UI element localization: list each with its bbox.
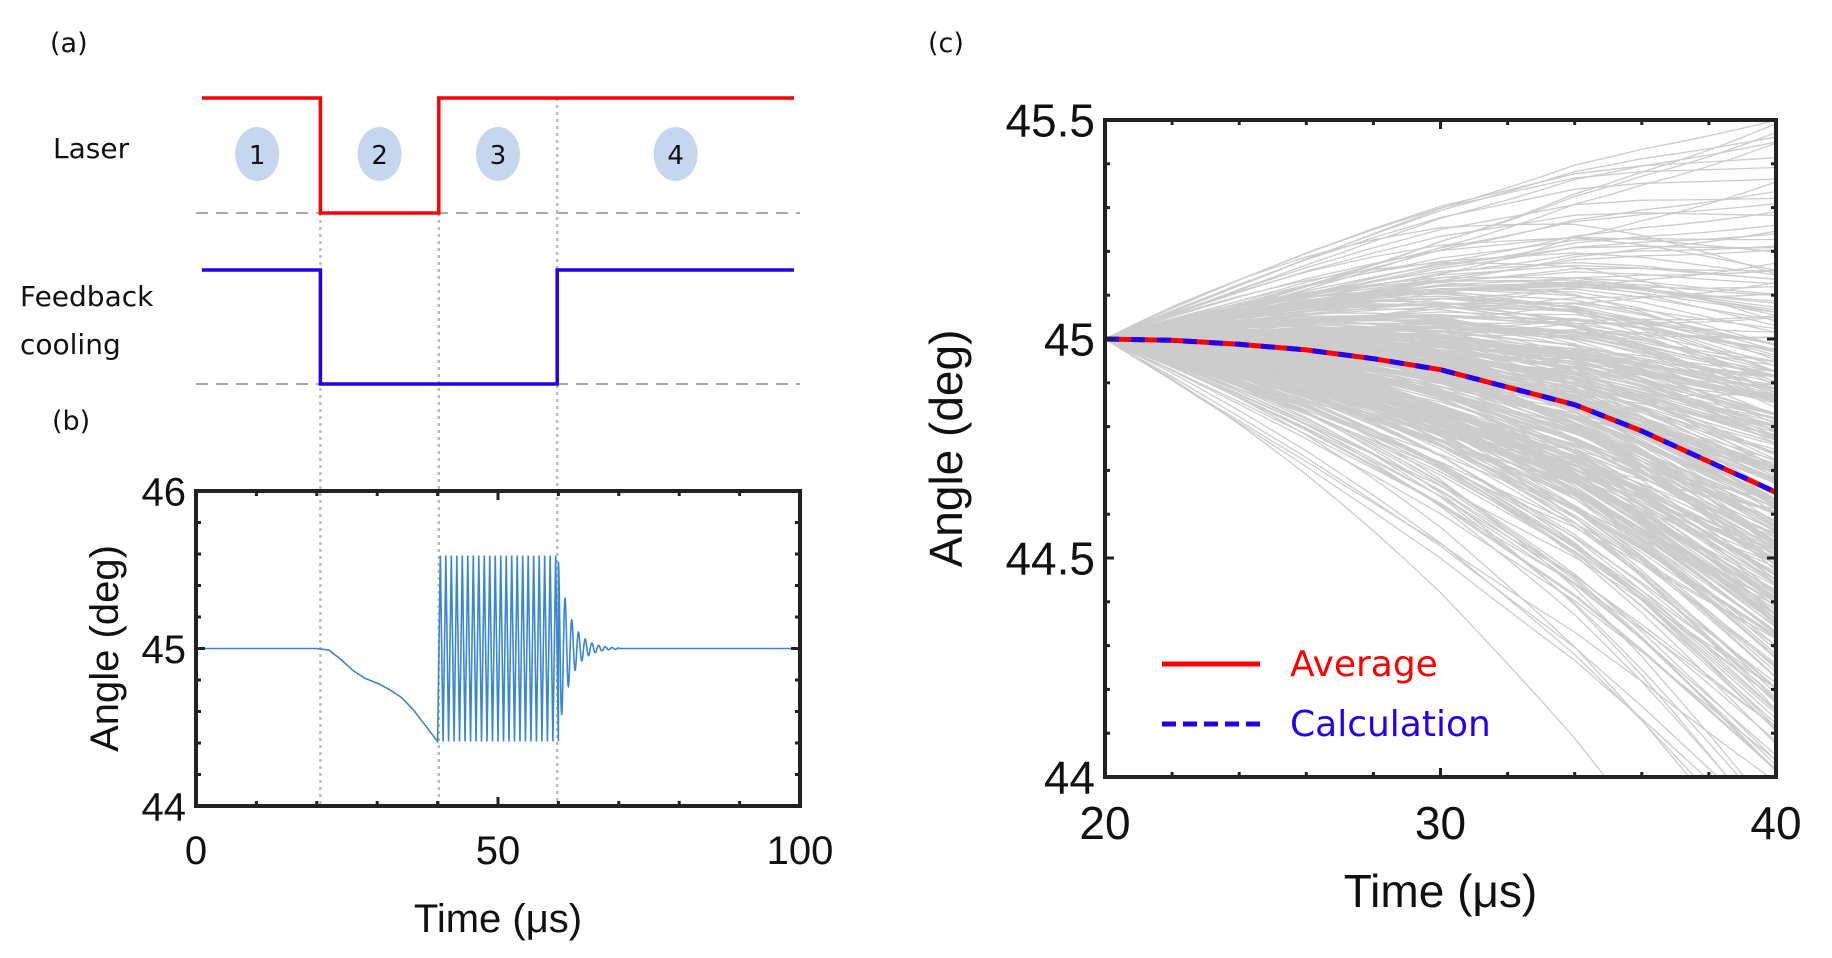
y-tick-label: 45 bbox=[142, 628, 187, 672]
trajectory-line bbox=[1105, 237, 1776, 340]
y-tick-label: 45.5 bbox=[1005, 95, 1095, 147]
phase-badge bbox=[476, 127, 520, 181]
trajectory-line bbox=[1105, 141, 1776, 340]
y-tick-label: 46 bbox=[142, 470, 187, 514]
trajectory-line bbox=[1105, 322, 1776, 377]
trajectory-line bbox=[1105, 166, 1776, 340]
trajectory-line bbox=[1105, 270, 1776, 340]
trajectory-line bbox=[1105, 338, 1776, 539]
trajectory-line bbox=[1105, 338, 1776, 502]
x-tick-label: 0 bbox=[185, 829, 207, 873]
trajectory-line bbox=[1105, 223, 1776, 340]
trajectory-line bbox=[1105, 338, 1776, 761]
trajectory-line bbox=[1105, 279, 1776, 340]
signal-line-laser bbox=[202, 96, 794, 215]
trajectory-line bbox=[1105, 338, 1776, 756]
x-axis-title: Time (μs) bbox=[414, 897, 582, 941]
signal-line-feedback-cooling bbox=[202, 268, 794, 386]
trajectory-line bbox=[1105, 285, 1776, 340]
x-tick-label: 20 bbox=[1079, 797, 1130, 849]
trajectory-line bbox=[1105, 338, 1776, 534]
phase-badge-label: 2 bbox=[371, 141, 388, 171]
trajectory-line bbox=[1105, 131, 1776, 340]
panel-label-c: (c) bbox=[928, 28, 964, 59]
trajectory-line bbox=[1105, 338, 1776, 742]
y-tick-label: 44 bbox=[142, 785, 187, 829]
trajectory-line bbox=[1105, 261, 1776, 340]
trajectory-line bbox=[1105, 331, 1776, 439]
phase-badge bbox=[653, 127, 698, 181]
trajectory-line bbox=[1105, 338, 1776, 461]
trajectory-line bbox=[1105, 338, 1776, 772]
phase-badge-label: 1 bbox=[249, 141, 266, 171]
trajectory-line bbox=[1105, 178, 1776, 340]
trajectory-line bbox=[1105, 136, 1776, 340]
signal-label: Laser bbox=[53, 132, 130, 165]
trajectory-line bbox=[1105, 237, 1776, 340]
ensemble-angle-panel: Average Calculation 20 30 40 44 44.5 45 45.5 Time… bbox=[920, 95, 1802, 917]
panel-label-a: (a) bbox=[50, 28, 88, 59]
ensemble-trajectories bbox=[1105, 120, 1776, 777]
phase-badge-label: 3 bbox=[490, 141, 507, 171]
legend: Average Calculation bbox=[1162, 644, 1491, 745]
phase-badge-label: 4 bbox=[667, 141, 684, 171]
trajectory-line bbox=[1105, 338, 1729, 777]
trajectory-line bbox=[1105, 338, 1776, 599]
trajectory-line bbox=[1105, 338, 1776, 714]
angle-vs-time-panel: 0 50 100 44 45 46 Time (μs) Angle (deg) bbox=[83, 470, 833, 941]
timing-diagram-panel: Laser Feedback cooling 1 2 3 4 bbox=[20, 96, 800, 806]
y-axis-title: Angle (deg) bbox=[83, 545, 127, 752]
x-tick-label: 50 bbox=[476, 829, 521, 873]
trajectory-line bbox=[1105, 338, 1771, 777]
trajectory-line bbox=[1105, 338, 1776, 771]
y-tick-label: 45 bbox=[1044, 314, 1095, 366]
x-axis-title: Time (μs) bbox=[1344, 865, 1537, 917]
phase-badge bbox=[357, 127, 402, 181]
trajectory-line bbox=[1105, 338, 1776, 616]
trajectory-line bbox=[1105, 338, 1776, 601]
legend-label-average: Average bbox=[1290, 644, 1438, 685]
trajectory-line bbox=[1105, 338, 1776, 573]
trajectory-line bbox=[1105, 203, 1776, 340]
trajectory-line bbox=[1105, 338, 1776, 689]
signal-label: Feedback bbox=[20, 280, 154, 313]
y-axis-title: Angle (deg) bbox=[920, 330, 972, 568]
trajectory-line bbox=[1105, 314, 1776, 350]
trajectory-line bbox=[1105, 190, 1776, 340]
legend-label-calculation: Calculation bbox=[1290, 704, 1491, 745]
x-tick-label: 30 bbox=[1415, 797, 1466, 849]
signal-label: cooling bbox=[20, 328, 121, 361]
trajectory-line bbox=[1105, 335, 1776, 524]
trajectory-line bbox=[1105, 338, 1776, 766]
trajectory-line bbox=[1105, 338, 1607, 777]
x-tick-label: 100 bbox=[767, 829, 834, 873]
trajectory-line bbox=[1105, 224, 1776, 340]
y-tick-label: 44 bbox=[1044, 752, 1095, 804]
trajectory-line bbox=[1105, 338, 1776, 624]
series-line-calculation bbox=[1104, 336, 1778, 495]
panel-label-b: (b) bbox=[52, 406, 90, 437]
trajectory-line bbox=[1105, 338, 1776, 669]
x-tick-label: 40 bbox=[1750, 797, 1801, 849]
trajectory-line bbox=[1105, 338, 1729, 777]
y-tick-label: 44.5 bbox=[1005, 533, 1095, 585]
trajectory-line bbox=[1105, 338, 1696, 777]
trajectory-line bbox=[1105, 336, 1776, 428]
phase-badge bbox=[235, 127, 280, 181]
trajectory-line bbox=[1105, 338, 1776, 712]
trajectory-line bbox=[1105, 338, 1776, 532]
series-line-angle bbox=[196, 555, 800, 744]
trajectory-line bbox=[1105, 338, 1720, 777]
